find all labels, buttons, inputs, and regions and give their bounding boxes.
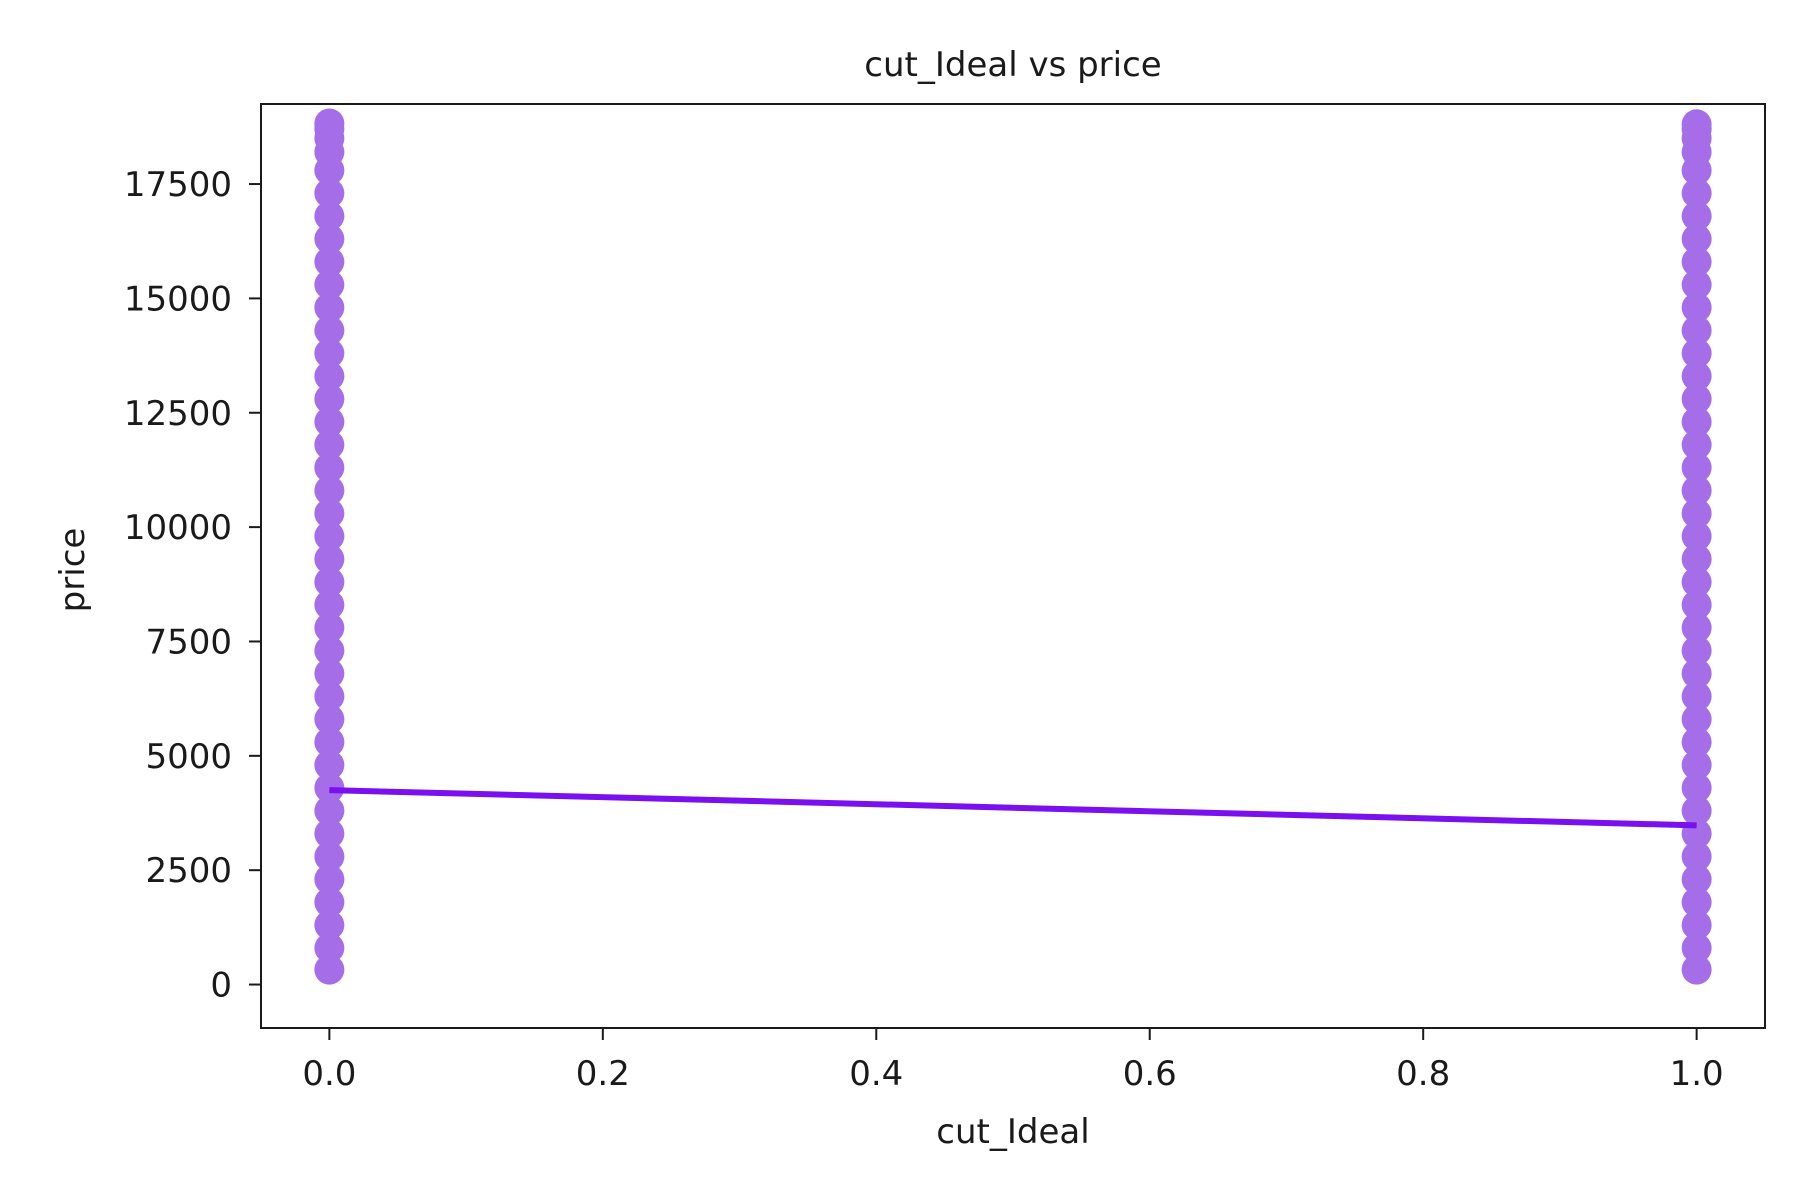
data-point [1681,795,1712,826]
regression-line [329,787,1697,829]
data-point [314,635,345,666]
data-point [1681,589,1712,620]
data-point [1681,201,1712,232]
data-point [314,475,345,506]
data-point [314,795,345,826]
data-point [314,612,345,643]
data-point [314,521,345,552]
data-point [314,223,345,254]
data-point [1681,452,1712,483]
data-point [314,932,345,963]
data-point [1681,910,1712,941]
data-point [314,108,345,139]
data-point [314,749,345,780]
y-tick-label: 10000 [124,508,232,548]
x-tick-label: 0.2 [576,1054,630,1094]
data-point [314,269,345,300]
data-point [314,292,345,323]
y-tick-label: 15000 [124,279,232,319]
data-point [1681,864,1712,895]
data-point [1681,704,1712,735]
data-point [314,864,345,895]
data-point [1681,932,1712,963]
data-point [1681,269,1712,300]
data-point [1681,361,1712,392]
y-tick-label: 5000 [145,737,232,777]
data-point [1681,635,1712,666]
data-point [314,727,345,758]
data-point [314,201,345,232]
y-tick-label: 0 [210,966,232,1006]
data-point [314,772,345,803]
data-point [314,544,345,575]
data-point [1681,429,1712,460]
data-point [314,384,345,415]
x-tick-label: 0.0 [302,1054,356,1094]
data-point [1681,727,1712,758]
plot-frame [260,103,1766,1029]
data-point [1681,178,1712,209]
data-point [314,589,345,620]
data-point [1681,246,1712,277]
data-point [1681,841,1712,872]
data-point [314,887,345,918]
data-point [314,315,345,346]
data-point [1681,658,1712,689]
data-point [1681,292,1712,323]
data-point [1681,498,1712,529]
y-tick-label: 2500 [145,851,232,891]
data-point [314,704,345,735]
x-axis-label: cut_Ideal [936,1112,1089,1152]
data-point [1681,749,1712,780]
x-tick-label: 0.4 [849,1054,903,1094]
data-point [314,658,345,689]
data-point [314,841,345,872]
plot-area [260,103,1766,1029]
data-point [1681,338,1712,369]
data-point [1681,223,1712,254]
y-tick-label: 7500 [145,622,232,662]
y-axis: 0 2500 5000 7500 10000 12500 15000 17500 [124,165,261,1006]
y-tick-label: 12500 [124,394,232,434]
data-point [1681,887,1712,918]
data-point [1681,612,1712,643]
data-point [314,406,345,437]
x-axis: 0.0 0.2 0.4 0.6 0.8 1.0 [302,1028,1724,1094]
data-point [314,681,345,712]
data-point [1681,384,1712,415]
data-point [1681,521,1712,552]
data-point [1681,772,1712,803]
x-tick-label: 1.0 [1670,1054,1724,1094]
data-point [1681,681,1712,712]
data-point [314,361,345,392]
data-point [314,567,345,598]
data-point [314,452,345,483]
data-point [314,429,345,460]
x-tick-label: 0.6 [1123,1054,1177,1094]
data-point [314,338,345,369]
data-point [1681,954,1712,985]
data-point [1681,567,1712,598]
data-point [1681,475,1712,506]
data-point [314,178,345,209]
data-point [314,818,345,849]
x-tick-label: 0.8 [1396,1054,1450,1094]
y-axis-label: price [53,528,93,613]
data-point [314,910,345,941]
data-point [1681,315,1712,346]
y-tick-label: 17500 [124,165,232,205]
data-point [314,246,345,277]
chart-title: cut_Ideal vs price [864,45,1161,85]
data-point [1681,406,1712,437]
data-marks [314,108,1712,985]
data-point [314,954,345,985]
data-point [1681,544,1712,575]
data-point [314,498,345,529]
data-point [1681,109,1712,140]
